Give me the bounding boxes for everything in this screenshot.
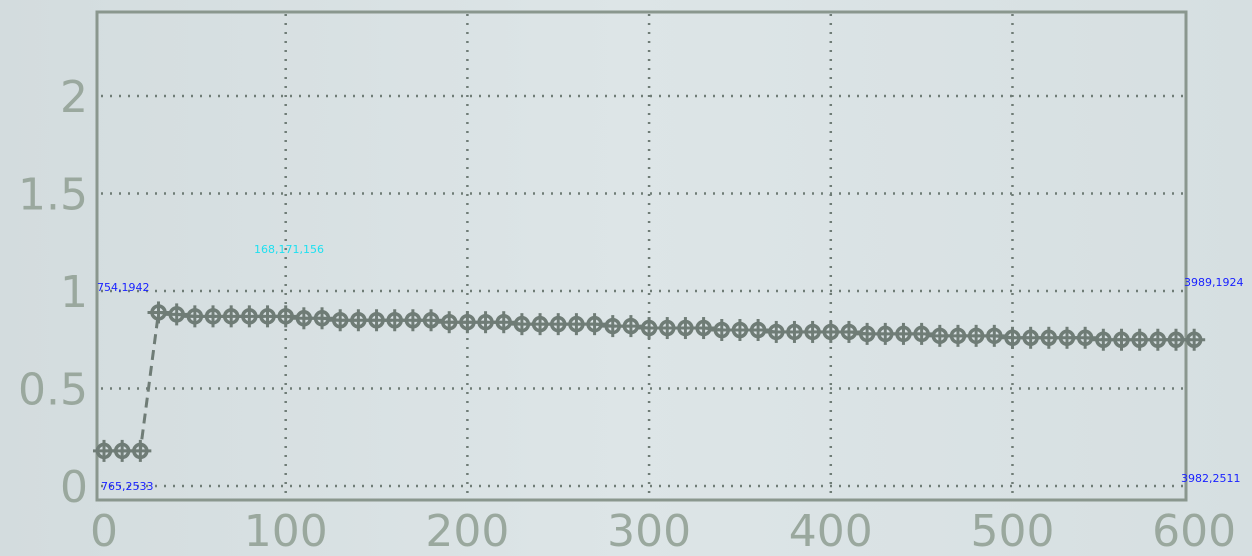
data-point — [1183, 328, 1206, 351]
data-point — [202, 305, 225, 328]
data-point — [420, 309, 443, 332]
data-point — [474, 311, 497, 334]
data-point — [910, 322, 933, 345]
data-point — [292, 307, 315, 330]
data-point — [1074, 326, 1097, 349]
y-tick-label-0_5: 0.5 — [18, 365, 88, 416]
data-point — [692, 317, 715, 340]
data-point — [492, 311, 515, 334]
data-point — [311, 307, 334, 330]
overlay-labels: 168,171,156 754,1942 3989,1924 765,2533 … — [97, 243, 1244, 493]
color-readout-label: 168,171,156 — [254, 243, 324, 256]
data-point — [619, 315, 642, 338]
corner-label-top-left: 754,1942 — [97, 281, 150, 294]
data-point — [165, 303, 188, 326]
y-tick-label-2: 2 — [60, 72, 88, 123]
data-point — [129, 439, 152, 462]
x-tick-label-0: 0 — [90, 506, 118, 556]
corner-label-top-right: 3989,1924 — [1184, 276, 1244, 289]
data-point — [565, 313, 588, 336]
x-tick-label-400: 400 — [789, 506, 873, 556]
x-tick-label-200: 200 — [425, 506, 509, 556]
data-point — [837, 320, 860, 343]
data-point — [147, 301, 170, 324]
corner-label-bottom-right: 3982,2511 — [1181, 472, 1241, 485]
data-point — [274, 305, 297, 328]
data-point — [747, 319, 770, 341]
y-tick-label-1_5: 1.5 — [18, 170, 88, 221]
plot-frame — [95, 10, 1188, 502]
corner-label-bottom-left: 765,2533 — [101, 480, 154, 493]
x-tick-label-300: 300 — [607, 506, 691, 556]
data-point — [583, 313, 606, 336]
y-tick-label-0: 0 — [60, 462, 88, 513]
data-series — [93, 301, 1206, 462]
x-tick-labels: 0 100 200 300 400 500 600 — [90, 506, 1236, 556]
x-tick-label-600: 600 — [1152, 506, 1236, 556]
x-tick-label-100: 100 — [244, 506, 328, 556]
grid-lines — [101, 14, 1184, 498]
y-tick-labels: 0 0.5 1 1.5 2 — [18, 72, 88, 513]
y-tick-label-1: 1 — [60, 267, 88, 318]
data-point — [983, 324, 1006, 347]
x-tick-label-500: 500 — [970, 506, 1054, 556]
